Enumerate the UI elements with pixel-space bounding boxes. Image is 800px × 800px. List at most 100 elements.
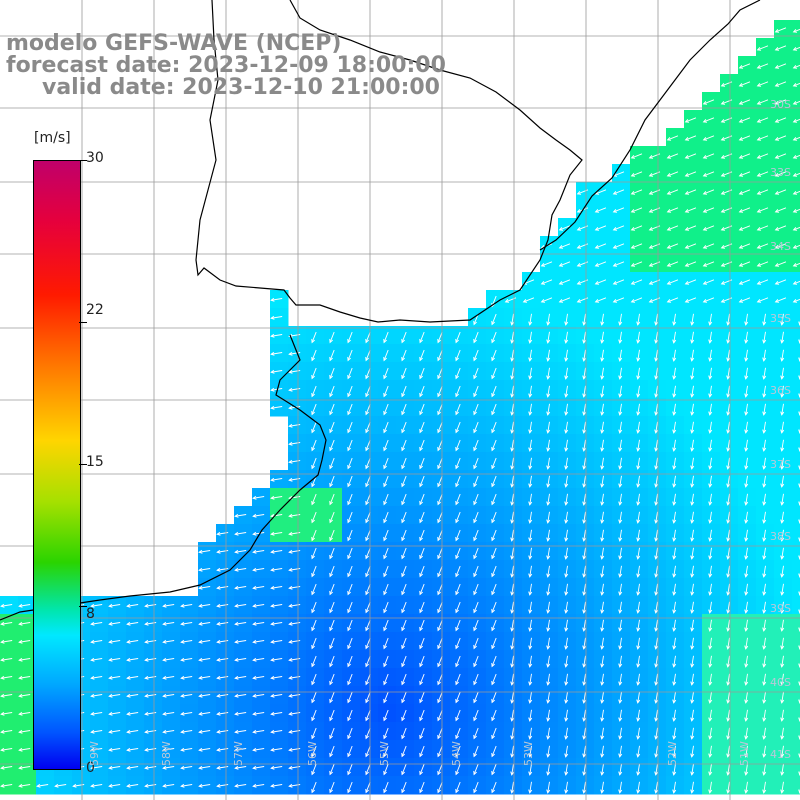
wind-vector bbox=[401, 511, 407, 524]
wind-vector bbox=[365, 331, 371, 344]
wind-vector bbox=[558, 297, 571, 303]
wind-vector bbox=[311, 547, 317, 560]
wind-vector bbox=[600, 763, 605, 776]
wind-vector bbox=[528, 331, 533, 344]
wind-vector bbox=[491, 457, 497, 470]
colorbar-unit: [m/s] bbox=[34, 130, 71, 146]
wind-vector bbox=[738, 225, 751, 231]
wind-vector bbox=[198, 693, 211, 698]
wind-vector bbox=[540, 297, 553, 303]
wind-vector bbox=[455, 403, 461, 416]
wind-vector bbox=[311, 583, 317, 596]
wind-vector bbox=[684, 171, 697, 177]
wind-speed-cell bbox=[792, 722, 800, 741]
wind-vector bbox=[726, 493, 731, 506]
wind-vector bbox=[744, 511, 749, 524]
wind-vector bbox=[455, 583, 461, 596]
wind-speed-cell bbox=[792, 200, 800, 219]
wind-vector bbox=[654, 457, 659, 470]
wind-vector bbox=[108, 711, 121, 716]
wind-vector bbox=[600, 529, 605, 542]
wind-speed-cell bbox=[792, 326, 800, 345]
wind-vector bbox=[311, 619, 317, 632]
wind-vector bbox=[774, 243, 787, 249]
wind-vector bbox=[654, 403, 659, 416]
lon-label: 57W bbox=[232, 741, 245, 766]
wind-vector bbox=[383, 385, 389, 398]
wind-vector bbox=[198, 783, 211, 788]
wind-vector bbox=[546, 547, 551, 560]
wind-vector bbox=[762, 601, 767, 614]
wind-vector bbox=[582, 601, 587, 614]
wind-vector bbox=[744, 331, 749, 344]
wind-vector bbox=[726, 637, 731, 650]
wind-vector bbox=[654, 745, 659, 758]
wind-speed-cell bbox=[792, 452, 800, 471]
wind-vector bbox=[762, 691, 767, 704]
wind-vector bbox=[528, 619, 533, 632]
wind-vector bbox=[708, 421, 713, 434]
wind-vector bbox=[528, 313, 533, 326]
wind-vector bbox=[738, 117, 751, 123]
wind-vector bbox=[636, 529, 641, 542]
wind-speed-cell bbox=[792, 74, 800, 93]
wind-vector bbox=[672, 709, 677, 722]
wind-vector bbox=[636, 727, 641, 740]
wind-vector bbox=[558, 243, 571, 249]
wind-vector bbox=[672, 349, 677, 362]
wind-vector bbox=[636, 745, 641, 758]
wind-vector bbox=[726, 565, 731, 578]
wind-vector bbox=[383, 601, 389, 614]
wind-vector bbox=[528, 421, 533, 434]
wind-vector bbox=[546, 691, 551, 704]
wind-vector bbox=[666, 189, 679, 195]
lat-label: 35S bbox=[770, 312, 791, 325]
wind-vector bbox=[437, 385, 443, 398]
wind-vector bbox=[630, 189, 643, 195]
wind-vector bbox=[600, 313, 605, 326]
wind-vector bbox=[744, 439, 749, 452]
wind-vector bbox=[270, 585, 283, 590]
wind-vector bbox=[684, 279, 697, 285]
wind-speed-cell bbox=[792, 614, 800, 633]
wind-vector bbox=[666, 135, 679, 141]
wind-vector bbox=[618, 439, 623, 452]
wind-vector bbox=[792, 100, 800, 105]
wind-vector bbox=[672, 367, 677, 380]
wind-vector bbox=[234, 639, 247, 644]
wind-vector bbox=[365, 691, 371, 704]
wind-vector bbox=[762, 583, 767, 596]
wind-speed-cell bbox=[792, 470, 800, 489]
wind-vector bbox=[702, 297, 715, 303]
wind-speed-cell bbox=[792, 776, 800, 795]
wind-vector bbox=[600, 583, 605, 596]
wind-vector bbox=[546, 349, 551, 362]
wind-vector bbox=[726, 529, 731, 542]
wind-vector bbox=[108, 675, 121, 680]
wind-vector bbox=[594, 297, 607, 303]
wind-vector bbox=[437, 691, 443, 704]
wind-vector bbox=[270, 549, 283, 554]
wind-vector bbox=[329, 331, 335, 344]
wind-vector bbox=[672, 403, 677, 416]
wind-vector bbox=[311, 709, 317, 722]
wind-vector bbox=[738, 207, 751, 213]
wind-vector bbox=[491, 313, 497, 326]
wind-vector bbox=[383, 493, 389, 506]
wind-vector bbox=[726, 439, 731, 452]
wind-vector bbox=[792, 226, 800, 231]
wind-vector bbox=[419, 367, 425, 380]
wind-vector bbox=[636, 763, 641, 776]
wind-vector bbox=[90, 603, 103, 608]
wind-vector bbox=[126, 747, 139, 752]
wind-vector bbox=[546, 673, 551, 686]
wind-vector bbox=[126, 675, 139, 680]
wind-vector bbox=[594, 261, 607, 267]
wind-vector bbox=[473, 691, 479, 704]
wind-vector bbox=[252, 567, 265, 572]
wind-vector bbox=[510, 565, 515, 578]
wind-vector bbox=[744, 619, 749, 632]
wind-vector bbox=[473, 493, 479, 506]
wind-vector bbox=[162, 621, 175, 626]
wind-vector bbox=[600, 403, 605, 416]
